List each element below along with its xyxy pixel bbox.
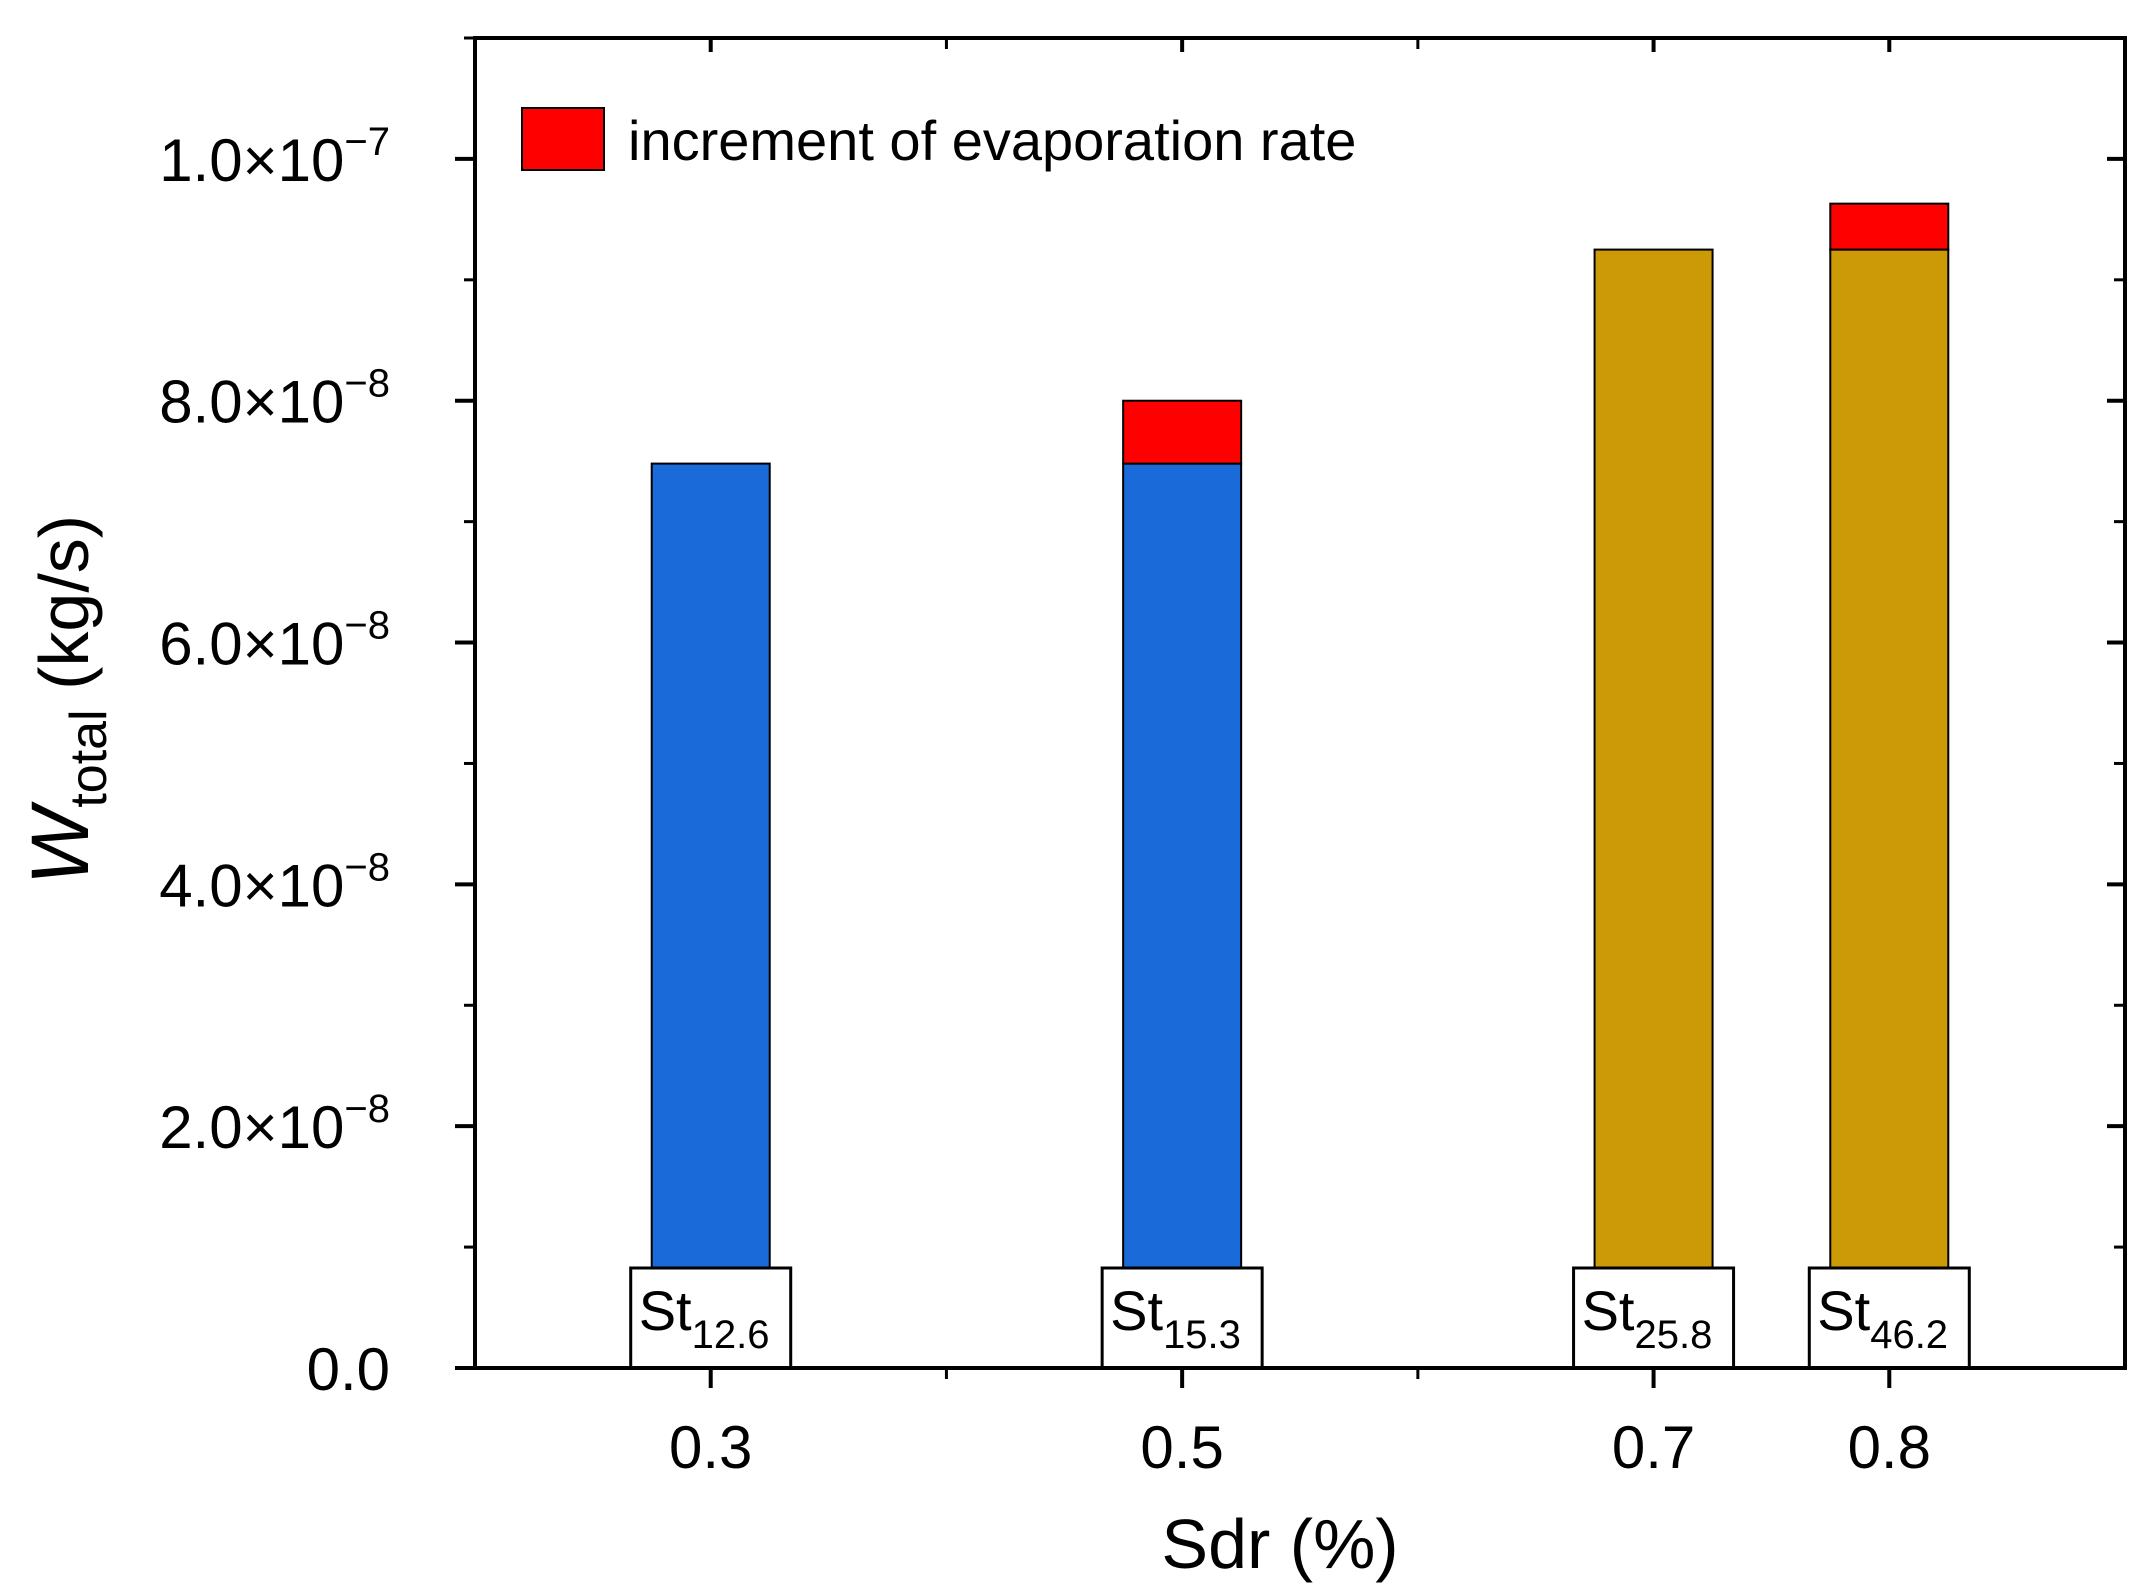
bar-0-label: St12.6 — [639, 1279, 770, 1357]
y-tick-label-5-exponent: −7 — [344, 120, 390, 164]
bar-3-label-sub: 46.2 — [1870, 1313, 1948, 1357]
plot-frame — [473, 36, 2127, 1370]
bar-1-label: St15.3 — [1110, 1279, 1241, 1357]
bar-3-label-box — [1807, 1266, 1971, 1370]
bar-3-label: St46.2 — [1817, 1279, 1948, 1357]
y-tick-label-0-mantissa: 0.0 — [307, 1336, 390, 1403]
y-tick-label-2-multiplier: ×10 — [243, 852, 345, 919]
bar-1-label-box — [1100, 1266, 1264, 1370]
y-tick-label-5-mantissa: 1.0 — [159, 127, 242, 194]
bar-1-label-main: St — [1110, 1279, 1163, 1342]
bar-1-base — [1122, 462, 1243, 1370]
y-tick-label-1-mantissa: 2.0 — [159, 1094, 242, 1161]
y-axis: 0.02.0×10−84.0×10−86.0×10−88.0×10−81.0×1… — [159, 36, 2125, 1403]
y-tick-label-0: 0.0 — [307, 1336, 390, 1403]
y-tick-label-1-multiplier: ×10 — [243, 1094, 345, 1161]
bar-0-label-box — [629, 1266, 793, 1370]
y-axis-title-unit: (kg/s) — [25, 515, 103, 709]
x-axis-title: Sdr (%) — [1161, 1505, 1398, 1583]
bar-1-label-sub: 15.3 — [1163, 1313, 1241, 1357]
y-tick-label-2: 4.0×10−8 — [159, 845, 390, 919]
x-tick-label-1: 0.5 — [1140, 1414, 1223, 1481]
x-tick-label-3: 0.8 — [1848, 1414, 1931, 1481]
y-tick-label-4-exponent: −8 — [344, 362, 390, 406]
y-tick-label-1-exponent: −8 — [344, 1087, 390, 1131]
bar-3-increment — [1829, 202, 1950, 251]
bar-2-base — [1593, 248, 1714, 1369]
x-tick-label-2: 0.7 — [1612, 1414, 1695, 1481]
y-tick-label-5-multiplier: ×10 — [243, 127, 345, 194]
y-tick-label-2-exponent: −8 — [344, 845, 390, 889]
bar-3-base — [1829, 248, 1950, 1369]
x-axis: 0.3 0.5 0.7 0.8 — [669, 38, 1931, 1481]
x-tick-label-0: 0.3 — [669, 1414, 752, 1481]
y-tick-label-4-multiplier: ×10 — [243, 369, 345, 436]
bar-labels-layer: St12.6 St15.3 St25.8 St46.2 — [629, 1266, 1971, 1370]
y-tick-label-3: 6.0×10−8 — [159, 604, 390, 678]
y-tick-label-3-mantissa: 6.0 — [159, 611, 242, 678]
bar-0-label-main: St — [639, 1279, 692, 1342]
bar-0-label-sub: 12.6 — [692, 1313, 770, 1357]
y-tick-label-3-exponent: −8 — [344, 604, 390, 648]
legend: increment of evaporation rate — [521, 107, 1356, 172]
y-tick-label-3-multiplier: ×10 — [243, 611, 345, 678]
bar-0-base — [650, 462, 771, 1370]
y-axis-title-main: W — [15, 801, 106, 885]
y-tick-label-2-mantissa: 4.0 — [159, 852, 242, 919]
y-axis-title-sub: total — [60, 709, 118, 807]
y-tick-label-4-mantissa: 8.0 — [159, 369, 242, 436]
bar-2-label: St25.8 — [1582, 1279, 1713, 1357]
bar-3-label-main: St — [1817, 1279, 1870, 1342]
legend-label-0: increment of evaporation rate — [628, 109, 1356, 172]
bar-2-label-sub: 25.8 — [1634, 1313, 1712, 1357]
bar-1-increment — [1122, 399, 1243, 465]
y-axis-title: Wtotal (kg/s) — [15, 515, 118, 885]
legend-swatch-0 — [521, 107, 605, 171]
bar-2-label-main: St — [1582, 1279, 1635, 1342]
y-tick-label-5: 1.0×10−7 — [159, 120, 390, 194]
y-tick-label-1: 2.0×10−8 — [159, 1087, 390, 1161]
y-tick-label-4: 8.0×10−8 — [159, 362, 390, 436]
bars-layer — [650, 202, 1950, 1370]
